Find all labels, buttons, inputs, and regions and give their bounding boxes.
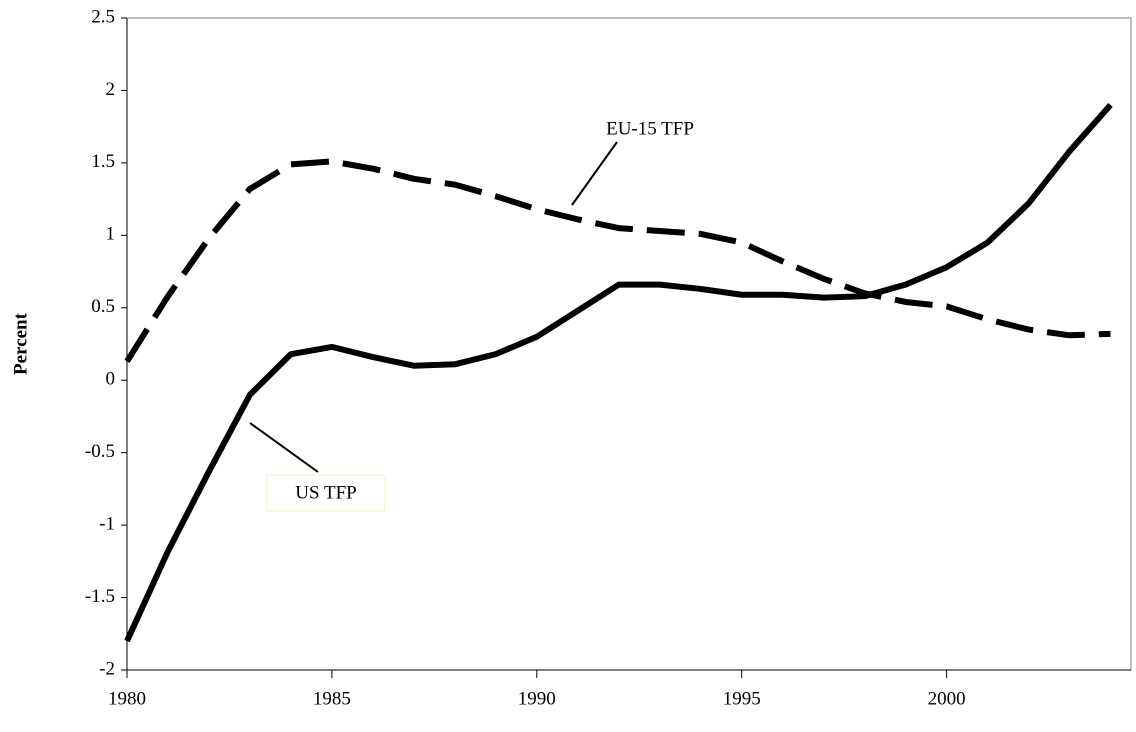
y-axis-label: Percent [10,312,31,375]
eu-leader-line [571,141,618,206]
y-tick-label: -1 [99,513,115,534]
y-tick-label: 0.5 [91,296,115,317]
x-tick-label: 1980 [108,688,146,709]
y-tick-label: -1.5 [85,586,115,607]
y-tick-label: 2.5 [91,6,115,27]
series-label: EU-15 TFP [606,118,694,139]
plot-frame [126,17,1132,671]
us-label-box [266,474,386,512]
series-line [124,102,1113,643]
x-tick-label: 1985 [313,688,351,709]
us-leader-line [249,422,319,473]
x-tick-label: 1995 [723,688,761,709]
y-tick-label: 2 [106,79,116,100]
y-tick-label: 1.5 [91,151,115,172]
y-tick-label: -2 [99,658,115,679]
x-tick-label: 2000 [928,688,966,709]
y-tick-label: 1 [106,224,116,245]
y-tick-label: 0 [106,369,116,390]
series-line [124,158,1111,363]
y-tick-label: -0.5 [85,441,115,462]
x-tick-label: 1990 [518,688,556,709]
series-label: US TFP [295,482,356,503]
